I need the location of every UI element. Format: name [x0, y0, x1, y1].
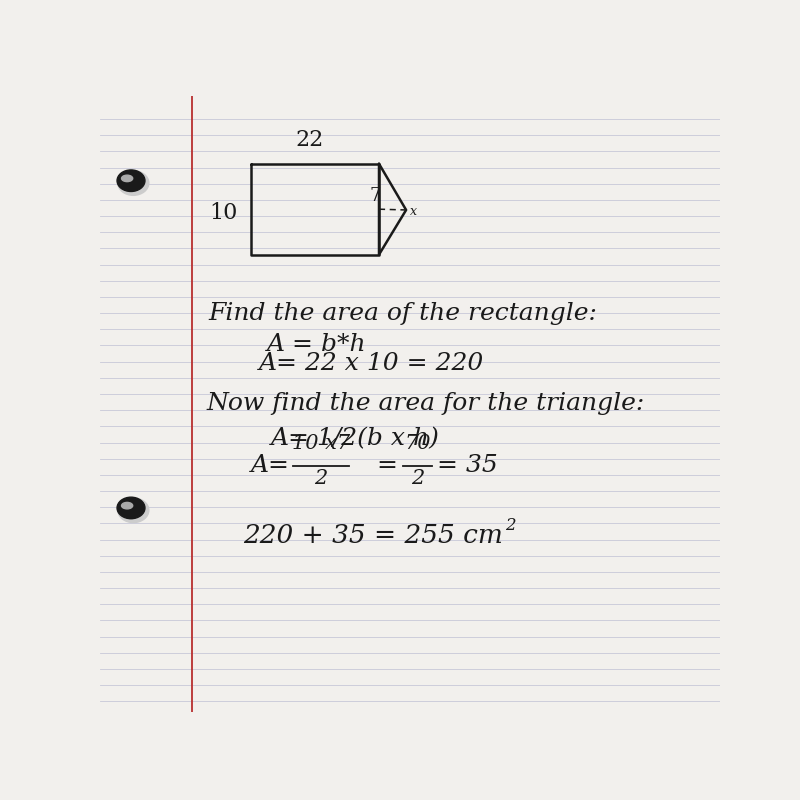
Ellipse shape	[122, 502, 133, 509]
Text: 10 x7: 10 x7	[292, 434, 350, 454]
Text: A= 1/2(b x h): A= 1/2(b x h)	[270, 427, 439, 450]
Ellipse shape	[117, 497, 145, 518]
Text: Find the area of the rectangle:: Find the area of the rectangle:	[209, 302, 598, 326]
Text: A = b*h: A = b*h	[266, 333, 366, 356]
Text: A= 22 x 10 = 220: A= 22 x 10 = 220	[259, 352, 484, 374]
Ellipse shape	[118, 170, 149, 195]
Ellipse shape	[117, 170, 145, 191]
Text: Now find the area for the triangle:: Now find the area for the triangle:	[207, 392, 646, 414]
Text: =: =	[376, 454, 398, 477]
Text: = 35: = 35	[437, 454, 498, 477]
Text: 220 + 35 = 255 cm: 220 + 35 = 255 cm	[243, 523, 503, 548]
Text: 7: 7	[370, 187, 381, 205]
Text: A=: A=	[251, 454, 290, 477]
Text: 2: 2	[411, 469, 424, 488]
Text: 10: 10	[210, 202, 238, 224]
Text: 70: 70	[405, 434, 431, 454]
Ellipse shape	[118, 498, 149, 522]
Text: 2: 2	[314, 469, 327, 488]
Text: x: x	[410, 205, 417, 218]
Text: 22: 22	[295, 130, 323, 151]
Text: 2: 2	[506, 517, 516, 534]
Ellipse shape	[122, 175, 133, 182]
